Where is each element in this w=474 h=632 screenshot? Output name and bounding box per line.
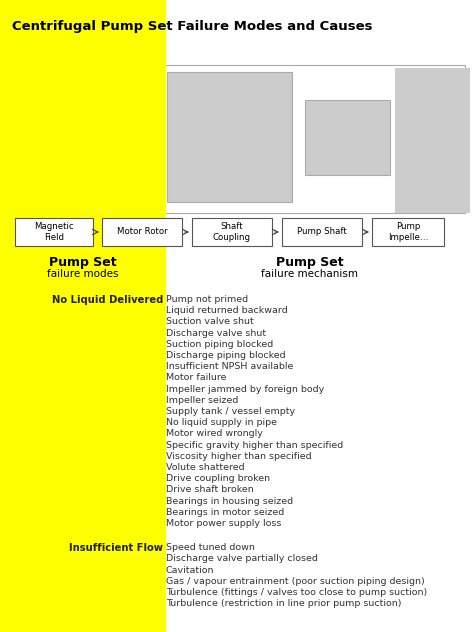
- Text: Bearings in housing seized: Bearings in housing seized: [166, 497, 293, 506]
- Text: Insufficient Flow: Insufficient Flow: [69, 543, 163, 553]
- Text: Motor wired wrongly: Motor wired wrongly: [166, 429, 263, 439]
- Text: Gas / vapour entrainment (poor suction piping design): Gas / vapour entrainment (poor suction p…: [166, 577, 425, 586]
- Bar: [10, 65, 165, 213]
- Text: Suction valve shut: Suction valve shut: [166, 317, 254, 326]
- Bar: [282, 218, 362, 246]
- Text: Magnetic
Field: Magnetic Field: [34, 222, 74, 241]
- Text: Pump Set: Pump Set: [276, 256, 344, 269]
- Text: Impeller jammed by foreign body: Impeller jammed by foreign body: [166, 385, 324, 394]
- Text: Speed tuned down: Speed tuned down: [166, 543, 255, 552]
- Text: No liquid supply in pipe: No liquid supply in pipe: [166, 418, 277, 427]
- Bar: [192, 218, 272, 246]
- Text: Pump Set: Pump Set: [49, 256, 117, 269]
- Bar: [102, 218, 182, 246]
- Text: No Liquid Delivered: No Liquid Delivered: [52, 295, 163, 305]
- Bar: [395, 68, 470, 213]
- Text: Drive coupling broken: Drive coupling broken: [166, 474, 270, 483]
- Text: Specific gravity higher than specified: Specific gravity higher than specified: [166, 441, 343, 449]
- Bar: [0, 0, 165, 632]
- Text: Turbulence (fittings / valves too close to pump suction): Turbulence (fittings / valves too close …: [166, 588, 427, 597]
- Text: Pump
Impelle…: Pump Impelle…: [388, 222, 428, 241]
- Text: failure modes: failure modes: [47, 269, 119, 279]
- Text: Cavitation: Cavitation: [166, 566, 215, 574]
- Bar: [372, 218, 444, 246]
- Bar: [167, 72, 292, 202]
- Text: Bearings in motor seized: Bearings in motor seized: [166, 507, 284, 517]
- Text: Viscosity higher than specified: Viscosity higher than specified: [166, 452, 311, 461]
- Bar: [305, 100, 390, 175]
- Bar: [15, 218, 93, 246]
- Text: Discharge valve partially closed: Discharge valve partially closed: [166, 554, 318, 563]
- Text: Volute shattered: Volute shattered: [166, 463, 245, 472]
- Text: Turbulence (restriction in line prior pump suction): Turbulence (restriction in line prior pu…: [166, 599, 401, 608]
- Text: Shaft
Coupling: Shaft Coupling: [213, 222, 251, 241]
- Text: Motor power supply loss: Motor power supply loss: [166, 519, 282, 528]
- Text: Supply tank / vessel empty: Supply tank / vessel empty: [166, 407, 295, 416]
- Text: Drive shaft broken: Drive shaft broken: [166, 485, 254, 494]
- Text: failure mechanism: failure mechanism: [262, 269, 358, 279]
- Text: Motor Rotor: Motor Rotor: [117, 228, 167, 236]
- Text: Insufficient NPSH available: Insufficient NPSH available: [166, 362, 293, 371]
- Bar: [10, 65, 465, 213]
- Text: Motor failure: Motor failure: [166, 374, 227, 382]
- Text: Pump not primed: Pump not primed: [166, 295, 248, 304]
- Text: Discharge piping blocked: Discharge piping blocked: [166, 351, 286, 360]
- Text: Liquid returned backward: Liquid returned backward: [166, 306, 288, 315]
- Text: Centrifugal Pump Set Failure Modes and Causes: Centrifugal Pump Set Failure Modes and C…: [12, 20, 373, 33]
- Text: Discharge valve shut: Discharge valve shut: [166, 329, 266, 337]
- Text: Pump Shaft: Pump Shaft: [297, 228, 347, 236]
- Text: Suction piping blocked: Suction piping blocked: [166, 340, 273, 349]
- Text: Impeller seized: Impeller seized: [166, 396, 238, 405]
